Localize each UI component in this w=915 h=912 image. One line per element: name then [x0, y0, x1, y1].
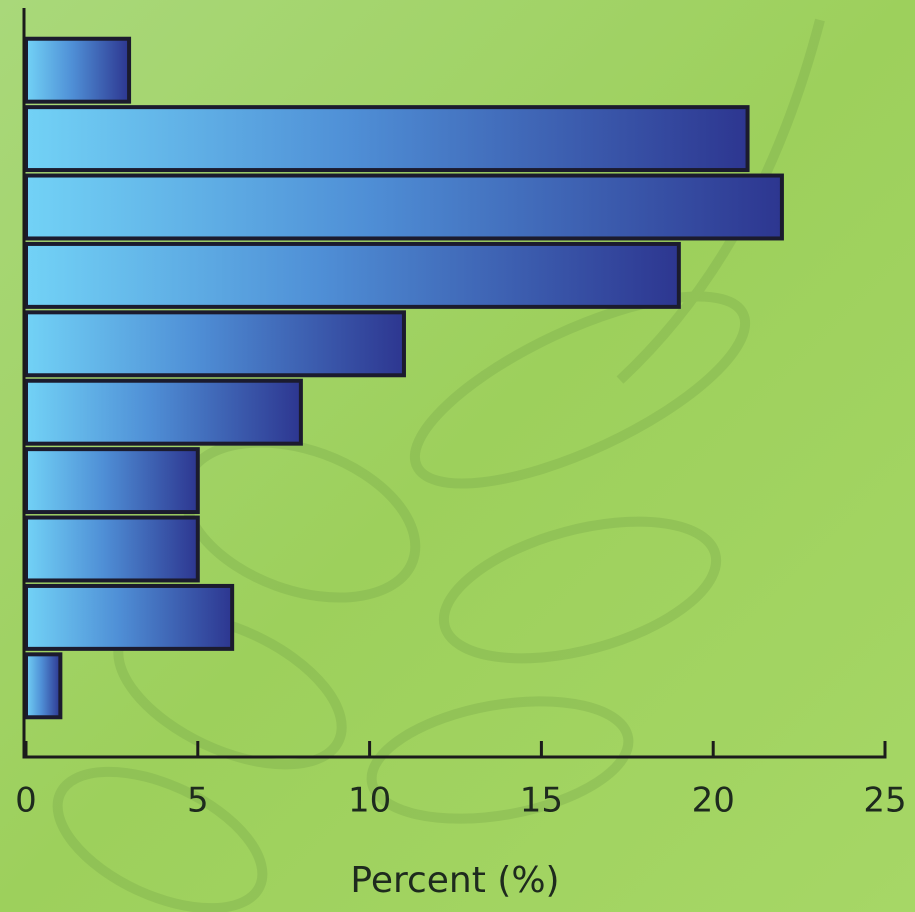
x-tick-label: 25	[863, 781, 906, 821]
bar	[24, 652, 63, 720]
bar	[24, 105, 750, 173]
bar	[24, 310, 406, 378]
x-axis-label: Percent (%)	[350, 860, 559, 901]
bar	[24, 36, 132, 104]
x-tick-label: 5	[187, 781, 209, 821]
x-tick-label: 0	[15, 781, 37, 821]
bar	[24, 447, 200, 515]
bar	[24, 378, 303, 446]
x-tick-label: 10	[348, 781, 391, 821]
bar	[24, 173, 784, 241]
bar	[24, 583, 235, 651]
background-decoration	[52, 18, 825, 912]
x-tick-label: 15	[520, 781, 563, 821]
bar	[24, 515, 200, 583]
x-tick-label: 20	[692, 781, 735, 821]
bar	[24, 241, 681, 309]
